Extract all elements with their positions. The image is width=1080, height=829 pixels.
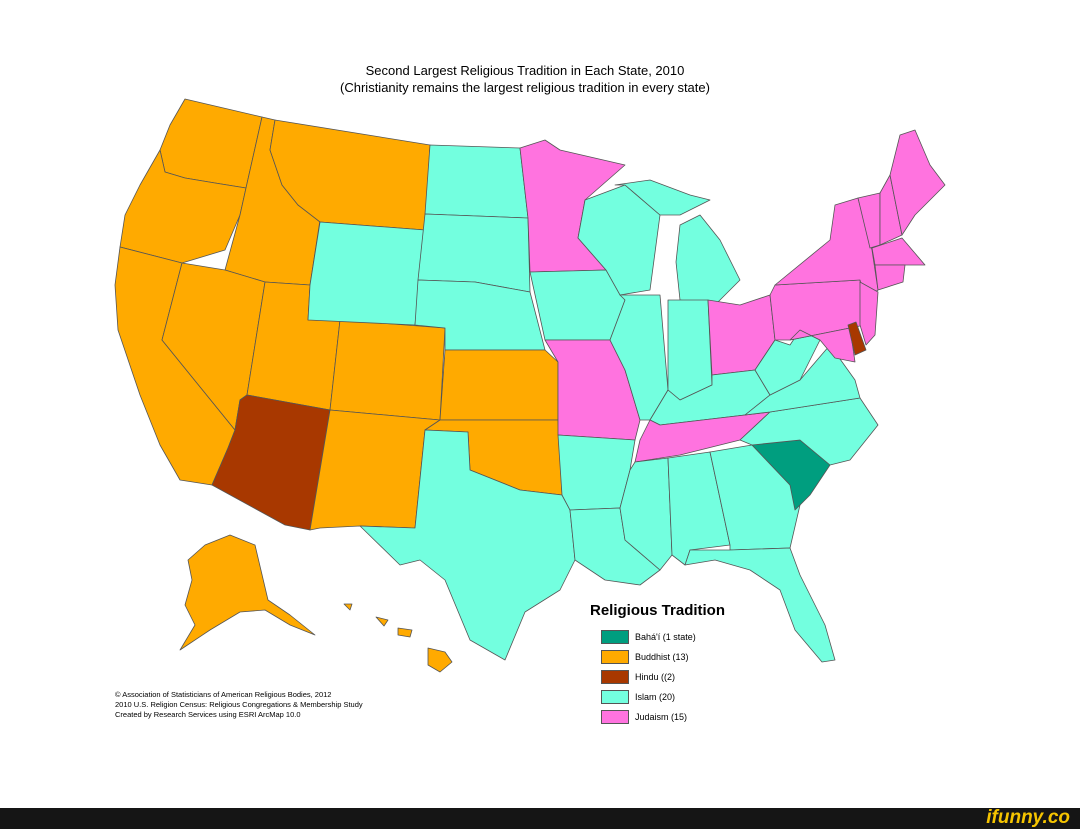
state-michigan	[675, 214, 741, 306]
state-hawaii-kauai	[343, 603, 353, 611]
credit-line: 2010 U.S. Religion Census: Religious Con…	[115, 700, 363, 709]
state-wyoming	[307, 221, 426, 326]
legend-item-hindu: Hindu ((2)	[590, 667, 810, 687]
legend: Religious Tradition Bahá'í (1 state) Bud…	[590, 602, 810, 727]
legend-item-bahai: Bahá'í (1 state)	[590, 627, 810, 647]
us-map	[114, 98, 946, 673]
legend-swatch-islam	[601, 690, 629, 704]
state-alaska	[179, 534, 316, 651]
legend-swatch-bahai	[601, 630, 629, 644]
state-mississippi	[619, 457, 673, 571]
legend-item-islam: Islam (20)	[590, 687, 810, 707]
legend-swatch-buddhist	[601, 650, 629, 664]
legend-label-islam: Islam (20)	[635, 692, 676, 702]
state-hawaii-maui	[397, 627, 413, 638]
state-michigan-upper	[614, 179, 711, 216]
legend-swatch-hindu	[601, 670, 629, 684]
state-north-dakota	[424, 144, 529, 219]
state-indiana	[667, 299, 713, 401]
state-texas	[359, 429, 576, 661]
footer-bar: ifunny.co	[0, 807, 1080, 829]
state-maine	[889, 129, 946, 236]
credit-line: Created by Research Services using ESRI …	[115, 710, 301, 719]
credits: © Association of Statisticians of Americ…	[115, 690, 363, 720]
footer-logo[interactable]: ifunny.co	[986, 807, 1070, 828]
credit-line: © Association of Statisticians of Americ…	[115, 690, 332, 699]
state-massachusetts	[871, 237, 926, 266]
legend-item-judaism: Judaism (15)	[590, 707, 810, 727]
state-connecticut	[874, 264, 906, 291]
state-washington	[159, 98, 263, 189]
state-illinois	[609, 294, 669, 421]
state-colorado	[329, 319, 446, 421]
state-oregon	[119, 149, 247, 264]
legend-label-buddhist: Buddhist (13)	[635, 652, 689, 662]
state-hawaii	[427, 647, 453, 673]
legend-swatch-judaism	[601, 710, 629, 724]
state-florida	[684, 547, 836, 663]
state-iowa	[529, 269, 626, 341]
state-hawaii-oahu	[375, 616, 389, 627]
state-kansas	[439, 349, 559, 421]
legend-item-buddhist: Buddhist (13)	[590, 647, 810, 667]
legend-label-hindu: Hindu ((2)	[635, 672, 676, 682]
legend-title: Religious Tradition	[590, 602, 726, 619]
state-new-jersey	[859, 281, 879, 346]
legend-label-bahai: Bahá'í (1 state)	[635, 632, 696, 642]
map-title-line1: Second Largest Religious Tradition in Ea…	[365, 63, 685, 78]
state-delaware	[847, 321, 867, 356]
legend-label-judaism: Judaism (15)	[635, 712, 688, 722]
map-title: Second Largest Religious Tradition in Ea…	[0, 62, 1050, 96]
map-title-line2: (Christianity remains the largest religi…	[340, 80, 710, 95]
